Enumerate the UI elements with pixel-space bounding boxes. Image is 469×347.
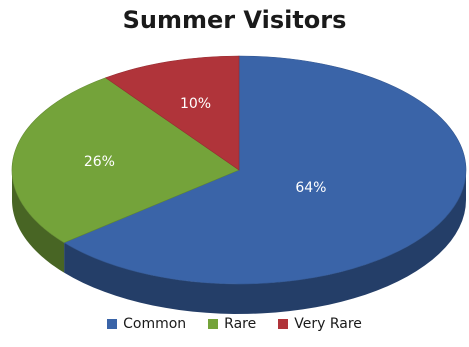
pie-side-rare xyxy=(12,170,65,273)
legend-label-rare: Rare xyxy=(224,316,257,332)
legend: Common Rare Very Rare xyxy=(0,316,469,332)
legend-label-very-rare: Very Rare xyxy=(294,316,362,332)
data-label-rare: 26% xyxy=(84,154,115,170)
legend-label-common: Common xyxy=(123,316,187,332)
pie-slice-very-rare xyxy=(104,55,240,171)
legend-item-common: Common xyxy=(107,316,186,332)
pie-slice-common xyxy=(63,55,467,285)
legend-swatch-rare xyxy=(208,319,219,329)
legend-swatch-common xyxy=(107,319,118,329)
legend-item-very-rare: Very Rare xyxy=(278,316,362,332)
legend-swatch-very-rare xyxy=(278,319,289,329)
pie-slice-rare xyxy=(11,77,240,244)
data-label-very-rare: 10% xyxy=(180,96,211,112)
legend-item-rare: Rare xyxy=(208,316,256,332)
data-label-common: 64% xyxy=(295,180,326,196)
chart-title: Summer Visitors xyxy=(122,6,347,34)
